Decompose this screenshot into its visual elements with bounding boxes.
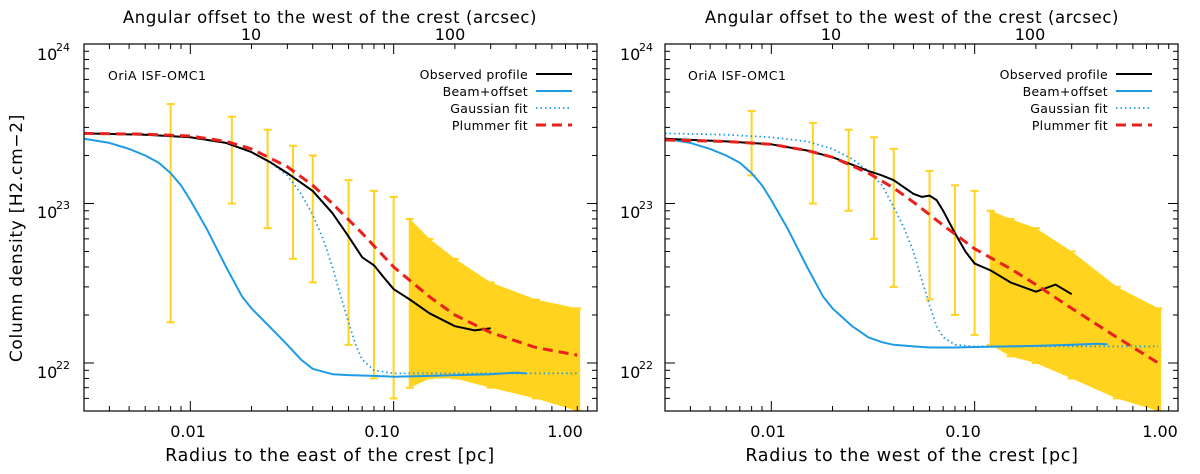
y-tick-exp: 24 <box>639 41 653 54</box>
y-tick-label-1e23: 10 23 <box>37 199 70 222</box>
x-tick-label-001: 0.01 <box>750 422 786 441</box>
top-axis-label-west: Angular offset to the west of the crest … <box>705 8 1119 27</box>
y-tick-exp: 23 <box>56 199 70 212</box>
top-tick-label-10: 10 <box>821 25 841 44</box>
y-tick-base: 10 <box>620 203 640 222</box>
legend-label-plummer: Plummer fit <box>452 118 528 133</box>
y-tick-base: 10 <box>37 203 57 222</box>
x-tick-label-010: 0.10 <box>364 422 400 441</box>
y-tick-base: 10 <box>37 45 57 64</box>
plot-area <box>665 110 1163 411</box>
panel-title-east: OriA ISF-OMC1 <box>108 68 206 83</box>
y-tick-exp: 22 <box>56 359 70 372</box>
top-tick-label-100: 100 <box>435 25 466 44</box>
x-tick-label-001: 0.01 <box>170 422 206 441</box>
y-tick-base: 10 <box>620 363 640 382</box>
y-tick-label-1e22: 10 22 <box>37 359 70 382</box>
plot-frame <box>664 43 1179 412</box>
y-axis-label: Column density [H2.cm−2] <box>7 114 27 362</box>
top-axis-label-east: Angular offset to the west of the crest … <box>123 8 537 27</box>
top-tick-label-100: 100 <box>1015 25 1046 44</box>
legend-label-observed: Observed profile <box>420 67 528 82</box>
y-tick-exp: 23 <box>639 199 653 212</box>
plot-area <box>84 103 582 411</box>
x-tick-label-100: 1.00 <box>1142 422 1178 441</box>
y-tick-label-1e22: 10 22 <box>620 359 653 382</box>
legend-west: Observed profile Beam+offset Gaussian fi… <box>1000 67 1108 133</box>
plummer-fit-line <box>665 138 1160 365</box>
panel-west: Angular offset to the west of the crest … <box>620 8 1179 466</box>
legend-label-gaussian: Gaussian fit <box>1030 101 1108 116</box>
y-tick-label-1e24: 10 24 <box>37 41 70 64</box>
legend-label-observed: Observed profile <box>1000 67 1108 82</box>
x-tick-label-010: 0.10 <box>945 422 981 441</box>
legend-label-beam: Beam+offset <box>1023 84 1108 99</box>
plummer-fit-line <box>84 131 578 357</box>
x-tick-label-100: 1.00 <box>547 422 583 441</box>
panel-east: Angular offset to the west of the crest … <box>37 8 598 466</box>
plot-frame <box>83 43 598 412</box>
beam-offset-line <box>84 137 527 378</box>
y-tick-exp: 22 <box>639 359 653 372</box>
legend-east: Observed profile Beam+offset Gaussian fi… <box>420 67 528 133</box>
y-tick-base: 10 <box>620 45 640 64</box>
observed-profile-line <box>665 137 1073 296</box>
bottom-axis-label-east: Radius to the east of the crest [pc] <box>165 446 495 466</box>
panel-title-west: OriA ISF-OMC1 <box>688 68 786 83</box>
y-tick-label-1e23: 10 23 <box>620 199 653 222</box>
legend-label-beam: Beam+offset <box>443 84 528 99</box>
y-tick-exp: 24 <box>56 41 70 54</box>
bottom-axis-label-west: Radius to the west of the crest [pc] <box>745 446 1078 466</box>
legend-label-plummer: Plummer fit <box>1032 118 1108 133</box>
top-tick-label-10: 10 <box>241 25 261 44</box>
observed-profile-line <box>84 132 491 332</box>
y-tick-label-1e24: 10 24 <box>620 41 653 64</box>
y-tick-base: 10 <box>37 363 57 382</box>
legend-label-gaussian: Gaussian fit <box>450 101 528 116</box>
